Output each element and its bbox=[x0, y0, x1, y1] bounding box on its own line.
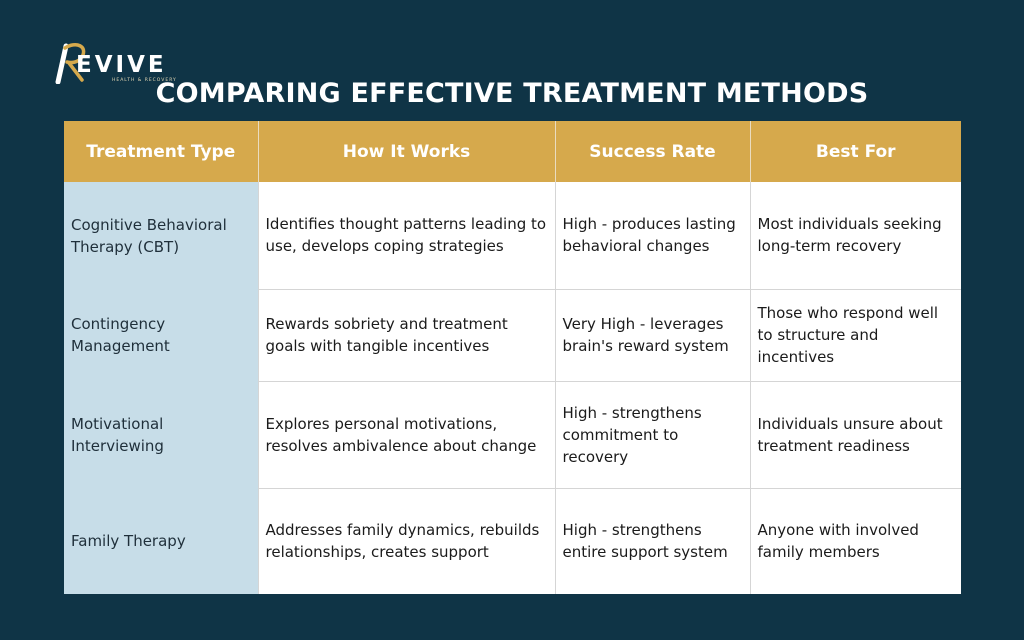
table-row: Contingency Management Rewards sobriety … bbox=[64, 289, 961, 382]
best-for-cell: Individuals unsure about treatment readi… bbox=[750, 381, 961, 489]
how-it-works-cell: Addresses family dynamics, rebuilds rela… bbox=[258, 488, 556, 594]
header-success-rate: Success Rate bbox=[555, 121, 751, 182]
treatment-type-cell: Contingency Management bbox=[64, 289, 259, 381]
how-it-works-cell: Rewards sobriety and treatment goals wit… bbox=[258, 289, 556, 382]
success-rate-cell: High - strengthens entire support system bbox=[555, 488, 751, 594]
table-row: Family Therapy Addresses family dynamics… bbox=[64, 488, 961, 594]
header-best-for: Best For bbox=[750, 121, 961, 182]
brand-r-mark-icon bbox=[55, 43, 86, 84]
table-row: Motivational Interviewing Explores perso… bbox=[64, 381, 961, 489]
treatment-type-cell: Family Therapy bbox=[64, 488, 259, 594]
how-it-works-cell: Identifies thought patterns leading to u… bbox=[258, 182, 556, 290]
how-it-works-cell: Explores personal motivations, resolves … bbox=[258, 381, 556, 489]
brand-tagline: HEALTH & RECOVERY bbox=[112, 78, 177, 83]
best-for-cell: Most individuals seeking long-term recov… bbox=[750, 182, 961, 290]
treatment-type-cell: Motivational Interviewing bbox=[64, 381, 259, 488]
brand-name: EVIVE bbox=[76, 52, 167, 78]
treatment-type-cell: Cognitive Behavioral Therapy (CBT) bbox=[64, 182, 259, 289]
success-rate-cell: High - produces lasting behavioral chang… bbox=[555, 182, 751, 290]
header-how-it-works: How It Works bbox=[258, 121, 556, 182]
success-rate-cell: High - strengthens commitment to recover… bbox=[555, 381, 751, 489]
brand-logo: EVIVE HEALTH & RECOVERY bbox=[52, 40, 176, 90]
table-row: Cognitive Behavioral Therapy (CBT) Ident… bbox=[64, 182, 961, 290]
table-header-row: Treatment Type How It Works Success Rate… bbox=[64, 121, 961, 182]
success-rate-cell: Very High - leverages brain's reward sys… bbox=[555, 289, 751, 382]
best-for-cell: Those who respond well to structure and … bbox=[750, 289, 961, 382]
treatment-comparison-table: Treatment Type How It Works Success Rate… bbox=[64, 121, 961, 594]
best-for-cell: Anyone with involved family members bbox=[750, 488, 961, 594]
page-title: COMPARING EFFECTIVE TREATMENT METHODS bbox=[155, 78, 869, 109]
header-treatment-type: Treatment Type bbox=[64, 121, 259, 182]
